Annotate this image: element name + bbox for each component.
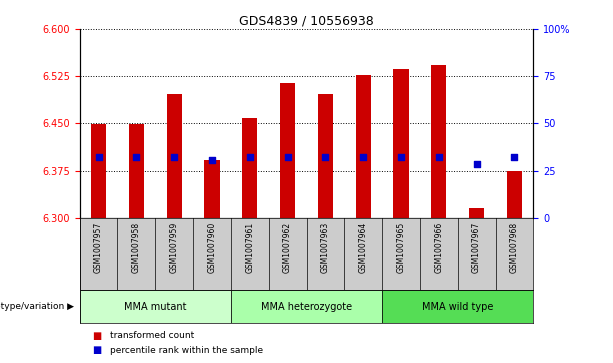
Point [434, 154, 444, 160]
Bar [507, 171, 522, 218]
Bar [167, 94, 181, 218]
Bar [469, 208, 484, 218]
Text: GSM1007965: GSM1007965 [397, 221, 406, 273]
Point [207, 157, 217, 163]
Text: GSM1007957: GSM1007957 [94, 221, 103, 273]
Text: transformed count: transformed count [110, 331, 194, 340]
Point [358, 154, 368, 160]
Text: GSM1007967: GSM1007967 [472, 221, 481, 273]
Text: percentile rank within the sample: percentile rank within the sample [110, 346, 264, 355]
Bar [280, 82, 295, 218]
Bar [231, 290, 382, 323]
Text: GSM1007966: GSM1007966 [434, 221, 443, 273]
Text: GSM1007958: GSM1007958 [132, 221, 141, 273]
Text: MMA mutant: MMA mutant [124, 302, 186, 312]
Text: GSM1007959: GSM1007959 [170, 221, 179, 273]
Text: GSM1007961: GSM1007961 [245, 221, 254, 273]
Point [321, 154, 330, 160]
Text: MMA heterozygote: MMA heterozygote [261, 302, 352, 312]
Text: GSM1007968: GSM1007968 [510, 221, 519, 273]
Bar [318, 94, 333, 218]
Bar [432, 65, 446, 218]
Point [169, 154, 179, 160]
Bar [394, 69, 408, 218]
Text: MMA wild type: MMA wild type [422, 302, 493, 312]
Text: ■: ■ [92, 345, 101, 355]
Bar [129, 124, 144, 218]
Text: genotype/variation ▶: genotype/variation ▶ [0, 302, 74, 311]
Text: GSM1007960: GSM1007960 [207, 221, 216, 273]
Text: GSM1007964: GSM1007964 [359, 221, 368, 273]
Point [131, 154, 141, 160]
Bar [356, 75, 371, 218]
Bar [91, 124, 106, 218]
Point [94, 154, 104, 160]
Point [396, 154, 406, 160]
Text: GSM1007962: GSM1007962 [283, 221, 292, 273]
Title: GDS4839 / 10556938: GDS4839 / 10556938 [239, 15, 374, 28]
Bar [80, 290, 231, 323]
Text: ■: ■ [92, 331, 101, 341]
Text: GSM1007963: GSM1007963 [321, 221, 330, 273]
Point [283, 154, 292, 160]
Point [245, 154, 255, 160]
Point [509, 154, 519, 160]
Point [472, 162, 482, 167]
Bar [242, 118, 257, 218]
Bar [382, 290, 533, 323]
Bar [205, 160, 219, 218]
